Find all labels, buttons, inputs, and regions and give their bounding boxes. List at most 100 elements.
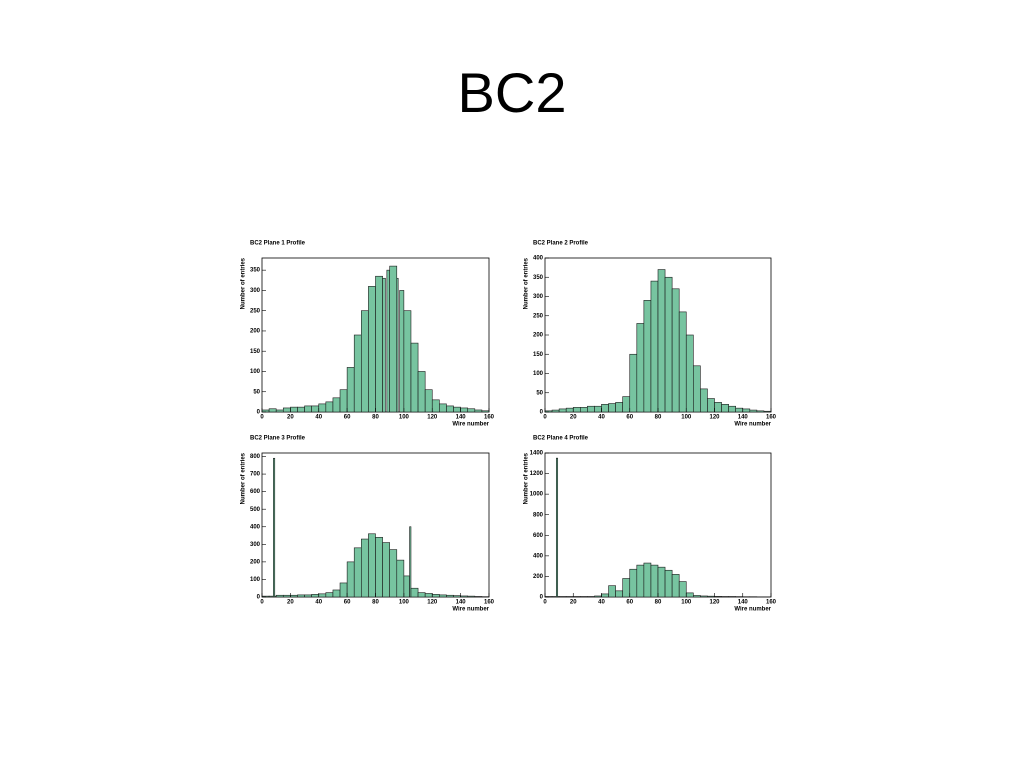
histogram-bar [721, 596, 729, 598]
histogram-bar [555, 457, 559, 598]
histogram-bar [453, 406, 461, 413]
x-tick-label: 20 [570, 600, 577, 606]
y-tick-label: 600 [250, 489, 261, 495]
histogram-bar [572, 407, 581, 413]
histogram-bar [601, 593, 609, 598]
x-tick-label: 100 [399, 415, 410, 421]
histogram-bar [431, 594, 440, 598]
y-tick-label: 0 [257, 595, 261, 601]
histogram-bar [268, 408, 277, 413]
histogram-bar [622, 578, 631, 598]
histogram-bar [608, 403, 616, 413]
histogram-bar [728, 405, 736, 413]
histogram-bar [551, 596, 557, 598]
histogram-bar [756, 410, 765, 413]
histogram-bar [664, 276, 673, 413]
histogram-bar [375, 536, 383, 598]
x-tick-label: 120 [709, 600, 720, 606]
y-tick-label: 800 [533, 512, 544, 518]
x-tick-label: 100 [681, 415, 692, 421]
histogram-bar [410, 342, 419, 413]
x-tick-label: 160 [484, 415, 495, 421]
histogram-bar [325, 592, 334, 598]
histogram-bar [608, 585, 616, 598]
histogram-bar [657, 566, 666, 598]
histogram-bar [282, 594, 291, 598]
y-tick-label: 200 [533, 333, 544, 339]
histogram-bar [643, 562, 652, 598]
histogram-bar [636, 564, 645, 598]
x-axis-label: Wire number [452, 422, 489, 428]
y-tick-label: 800 [250, 454, 261, 460]
histogram-bar [474, 409, 483, 413]
histogram-bar [629, 353, 638, 413]
histogram-bar [389, 265, 398, 413]
histogram-bar [268, 595, 274, 598]
histogram-bar [580, 596, 588, 598]
histogram-bar [424, 593, 433, 598]
histogram-bar [339, 389, 348, 413]
x-axis-label: Wire number [734, 422, 771, 428]
histogram-bar [318, 403, 327, 413]
histogram-bar [678, 581, 687, 598]
y-tick-label: 1400 [530, 451, 544, 457]
histogram-bar [282, 407, 291, 413]
chart-title: BC2 Plane 3 Profile [250, 436, 306, 442]
histogram-bar [721, 403, 729, 413]
histogram-bar [382, 542, 390, 598]
histogram-bar [460, 595, 469, 598]
histogram-bar [460, 407, 469, 413]
histogram-bar [318, 593, 327, 598]
histogram-bar [707, 398, 715, 413]
y-tick-label: 100 [250, 369, 261, 375]
x-tick-label: 120 [709, 415, 720, 421]
y-tick-label: 300 [250, 542, 261, 548]
histogram-bar [671, 574, 680, 598]
histogram-bar [417, 371, 426, 413]
histogram-bar [297, 594, 305, 598]
histogram-bar [332, 589, 341, 598]
y-tick-label: 300 [533, 294, 544, 300]
histogram-bar [714, 596, 722, 598]
histogram-bar [643, 300, 652, 413]
histogram-bar [346, 561, 355, 598]
histogram-bar [417, 592, 426, 598]
x-tick-label: 40 [315, 600, 322, 606]
histogram-bar [290, 594, 298, 598]
y-tick-label: 250 [533, 313, 544, 319]
y-axis-label: Number of entries [524, 452, 530, 504]
histogram-bar [346, 367, 355, 413]
slide-title: BC2 [458, 61, 567, 124]
histogram-bar [353, 547, 362, 598]
y-axis-label: Number of entries [524, 257, 530, 309]
x-tick-label: 100 [681, 600, 692, 606]
histogram-bar [629, 568, 638, 598]
x-tick-label: 160 [484, 600, 495, 606]
x-tick-label: 140 [456, 600, 467, 606]
x-tick-label: 100 [399, 600, 410, 606]
histogram-bar [368, 533, 376, 598]
x-tick-label: 140 [738, 415, 749, 421]
y-tick-label: 1000 [530, 492, 544, 498]
histogram-bar [615, 590, 623, 598]
histogram-bar [622, 396, 631, 413]
histogram-bar [594, 405, 602, 413]
histogram-bar [386, 269, 390, 413]
histogram-bar [382, 277, 386, 413]
x-tick-label: 160 [766, 600, 777, 606]
x-tick-label: 0 [260, 415, 264, 421]
histogram-bar [572, 596, 581, 598]
histogram-bar [650, 280, 659, 413]
histogram-bar [594, 595, 602, 598]
histogram-bar [587, 596, 595, 598]
x-tick-label: 120 [427, 415, 438, 421]
x-tick-label: 140 [456, 415, 467, 421]
y-tick-label: 50 [253, 389, 260, 395]
y-tick-label: 0 [540, 410, 544, 416]
x-tick-label: 40 [598, 600, 605, 606]
y-axis-label: Number of entries [241, 452, 247, 504]
histogram-bar [361, 538, 369, 598]
histogram-bar [742, 408, 751, 413]
